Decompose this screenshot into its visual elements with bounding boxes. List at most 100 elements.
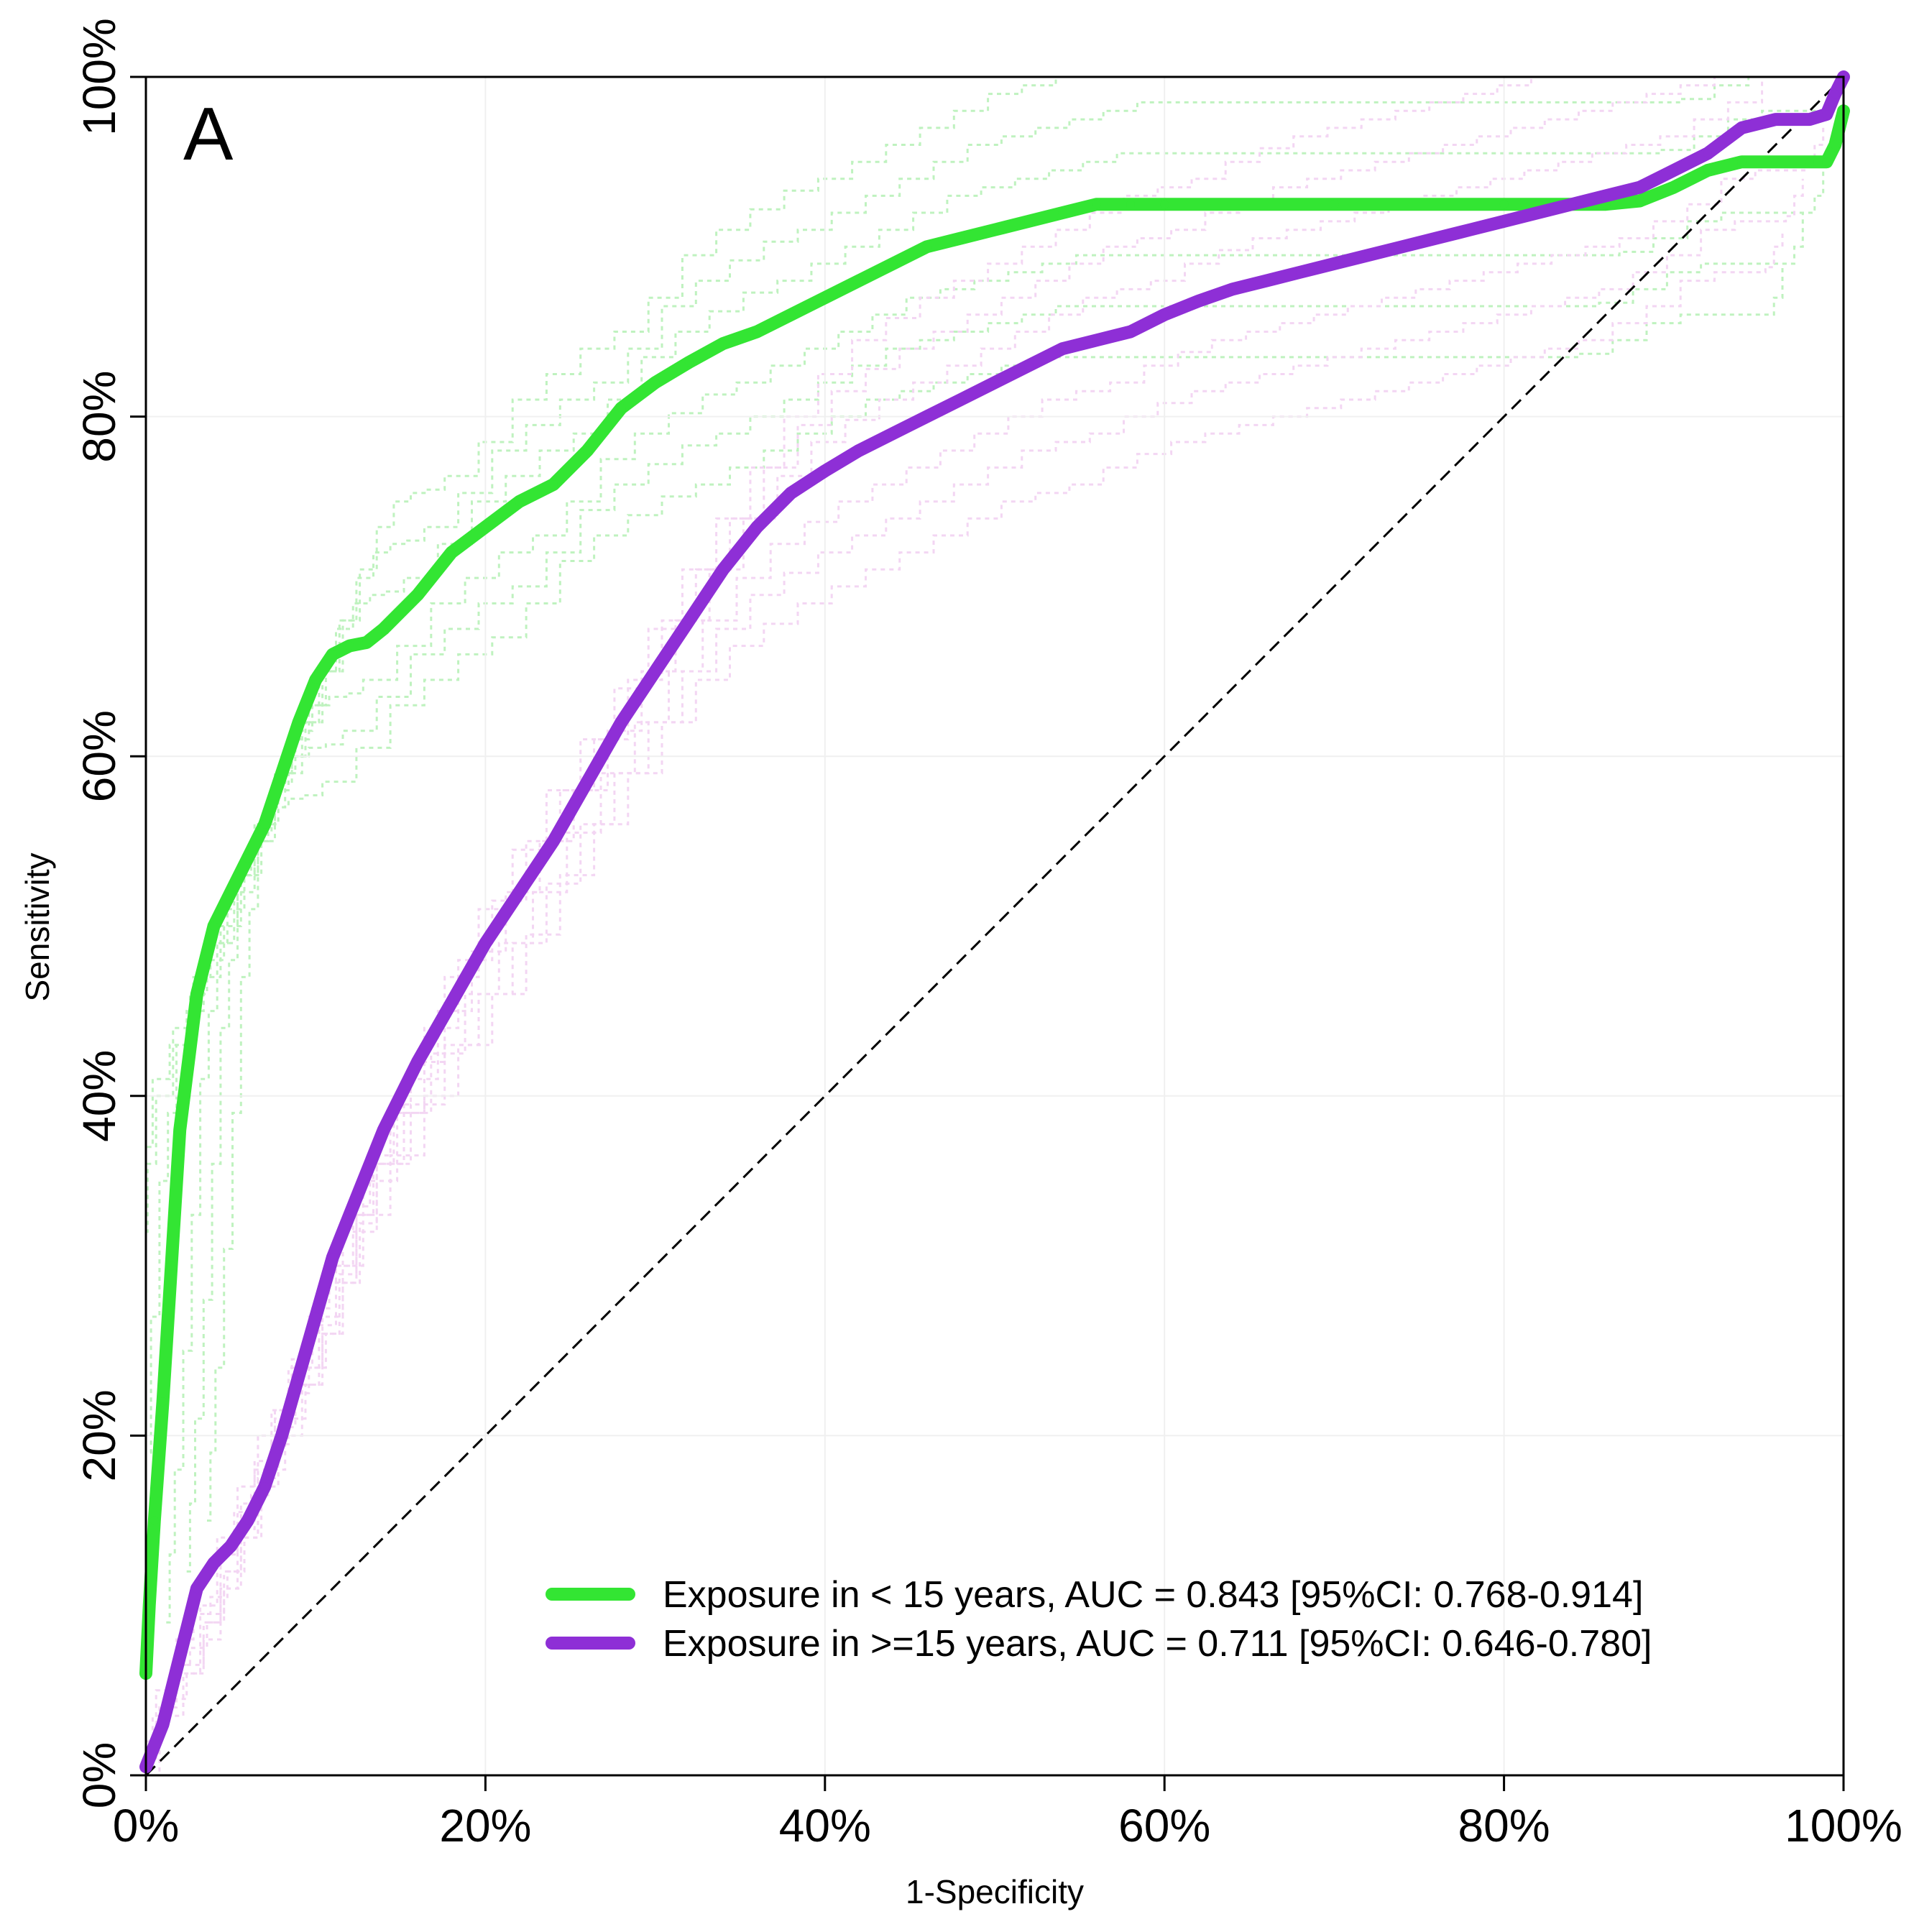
y-tick-label: 80% xyxy=(73,371,125,463)
panel-label: A xyxy=(183,93,234,176)
data-point-2-10 xyxy=(294,1371,303,1381)
data-point-1-14 xyxy=(294,717,303,727)
data-point-1-6 xyxy=(175,1126,185,1135)
data-point-2-34 xyxy=(1058,344,1067,354)
data-point-2-15 xyxy=(413,1057,422,1067)
data-point-2-32 xyxy=(990,378,999,387)
data-point-1-36 xyxy=(956,234,965,243)
data-point-1-21 xyxy=(447,548,456,557)
series-lines xyxy=(139,70,1850,1774)
confidence-band-1-3 xyxy=(144,162,1825,1725)
data-point-2-28 xyxy=(855,446,863,455)
data-point-2-18 xyxy=(515,888,524,897)
data-point-1-53 xyxy=(1831,140,1840,150)
data-point-2-47 xyxy=(1499,216,1509,226)
data-point-1-4 xyxy=(158,1397,167,1407)
y-tick-label: 40% xyxy=(73,1050,125,1142)
data-point-1-20 xyxy=(413,590,422,599)
data-point-1-17 xyxy=(345,641,354,650)
y-tick-label: 60% xyxy=(73,710,125,802)
data-point-1-26 xyxy=(617,403,626,413)
data-point-2-7 xyxy=(243,1516,252,1525)
data-point-1-32 xyxy=(820,293,829,303)
data-point-2-55 xyxy=(1771,115,1780,124)
data-point-2-20 xyxy=(583,777,592,786)
data-point-2-53 xyxy=(1703,149,1712,158)
data-point-1-50 xyxy=(1771,157,1780,167)
x-tick-label: 40% xyxy=(779,1800,871,1852)
data-point-2-13 xyxy=(345,1210,354,1220)
data-point-2-25 xyxy=(753,523,762,532)
data-point-2-33 xyxy=(1024,361,1034,370)
data-point-2-14 xyxy=(379,1126,388,1135)
data-point-2-42 xyxy=(1330,259,1339,268)
data-point-2-9 xyxy=(277,1431,286,1440)
data-point-2-16 xyxy=(447,998,456,1007)
data-point-2-48 xyxy=(1533,208,1542,217)
x-axis: 0% 20% 40% 60% 80% 100% xyxy=(113,1775,1902,1852)
data-point-1-5 xyxy=(167,1261,176,1271)
reference-diagonal xyxy=(144,75,1845,1777)
data-point-1-22 xyxy=(481,523,490,532)
data-point-1-30 xyxy=(753,327,762,336)
confidence-band-2-1 xyxy=(144,229,1784,1775)
y-tick-label: 0% xyxy=(73,1742,125,1809)
data-point-1-40 xyxy=(1092,200,1101,209)
data-point-2-5 xyxy=(209,1558,218,1568)
data-point-2-58 xyxy=(1831,89,1840,98)
x-tick-label: 80% xyxy=(1458,1800,1550,1852)
data-point-1-13 xyxy=(277,768,286,778)
y-axis: 0% 20% 40% 60% 80% 100% xyxy=(73,18,146,1808)
data-point-1-31 xyxy=(786,310,796,319)
data-point-2-37 xyxy=(1160,310,1169,319)
data-point-2-56 xyxy=(1805,115,1814,124)
data-point-2-36 xyxy=(1126,327,1135,336)
data-point-2-46 xyxy=(1465,225,1475,234)
data-point-1-41 xyxy=(1126,200,1135,209)
data-point-1-3 xyxy=(149,1516,159,1525)
x-tick-label: 60% xyxy=(1118,1800,1210,1852)
data-point-1-18 xyxy=(362,638,372,647)
data-point-2-3 xyxy=(175,1652,185,1661)
data-point-2-39 xyxy=(1228,285,1237,294)
data-point-1-39 xyxy=(1058,208,1067,217)
data-point-1-34 xyxy=(888,259,898,268)
data-point-2-30 xyxy=(922,412,931,421)
data-point-2-41 xyxy=(1296,267,1305,277)
data-point-2-54 xyxy=(1737,123,1747,132)
data-point-1-35 xyxy=(922,242,931,252)
data-point-1-2 xyxy=(144,1601,154,1610)
data-point-1-51 xyxy=(1805,157,1814,167)
data-point-2-35 xyxy=(1092,336,1101,345)
confidence-band-1-5 xyxy=(186,75,1844,1573)
data-point-1-48 xyxy=(1703,166,1712,175)
reference-line xyxy=(144,75,1845,1777)
data-point-1-52 xyxy=(1822,157,1831,167)
data-point-1-49 xyxy=(1737,157,1747,167)
data-point-2-17 xyxy=(481,939,490,948)
data-point-1-43 xyxy=(1330,200,1339,209)
data-point-2-40 xyxy=(1261,276,1271,285)
confidence-band-1-6 xyxy=(207,75,1844,1522)
data-point-1-15 xyxy=(311,675,321,684)
data-point-2-57 xyxy=(1822,110,1831,119)
x-tick-label: 0% xyxy=(113,1800,180,1852)
y-tick-label: 20% xyxy=(73,1389,125,1481)
data-point-2-52 xyxy=(1669,166,1678,175)
data-point-1-7 xyxy=(184,1057,193,1067)
data-point-2-50 xyxy=(1601,191,1611,201)
data-point-2-51 xyxy=(1635,183,1644,192)
data-point-1-29 xyxy=(719,339,728,348)
data-point-2-29 xyxy=(888,429,898,438)
data-point-2-21 xyxy=(617,717,626,727)
data-point-1-47 xyxy=(1669,183,1678,192)
x-tick-label: 20% xyxy=(439,1800,531,1852)
data-point-1-46 xyxy=(1635,196,1644,206)
data-point-1-44 xyxy=(1499,200,1509,209)
data-point-1-42 xyxy=(1160,200,1169,209)
confidence-band-2-2 xyxy=(144,178,1804,1775)
x-tick-label: 100% xyxy=(1785,1800,1902,1852)
data-point-1-23 xyxy=(515,497,524,506)
data-point-2-4 xyxy=(192,1584,201,1593)
